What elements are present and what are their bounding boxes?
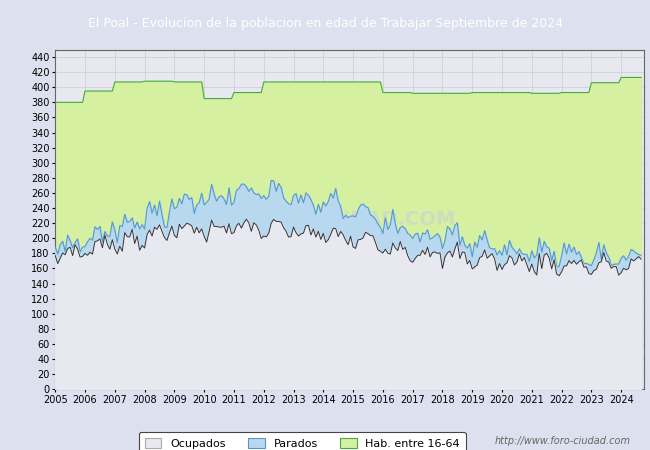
- Text: http://www.foro-ciudad.com: http://www.foro-ciudad.com: [495, 436, 630, 446]
- Legend: Ocupados, Parados, Hab. entre 16-64: Ocupados, Parados, Hab. entre 16-64: [139, 432, 465, 450]
- Text: FORO-CIUDAD.COM: FORO-CIUDAD.COM: [243, 210, 456, 229]
- Text: El Poal - Evolucion de la poblacion en edad de Trabajar Septiembre de 2024: El Poal - Evolucion de la poblacion en e…: [88, 17, 562, 30]
